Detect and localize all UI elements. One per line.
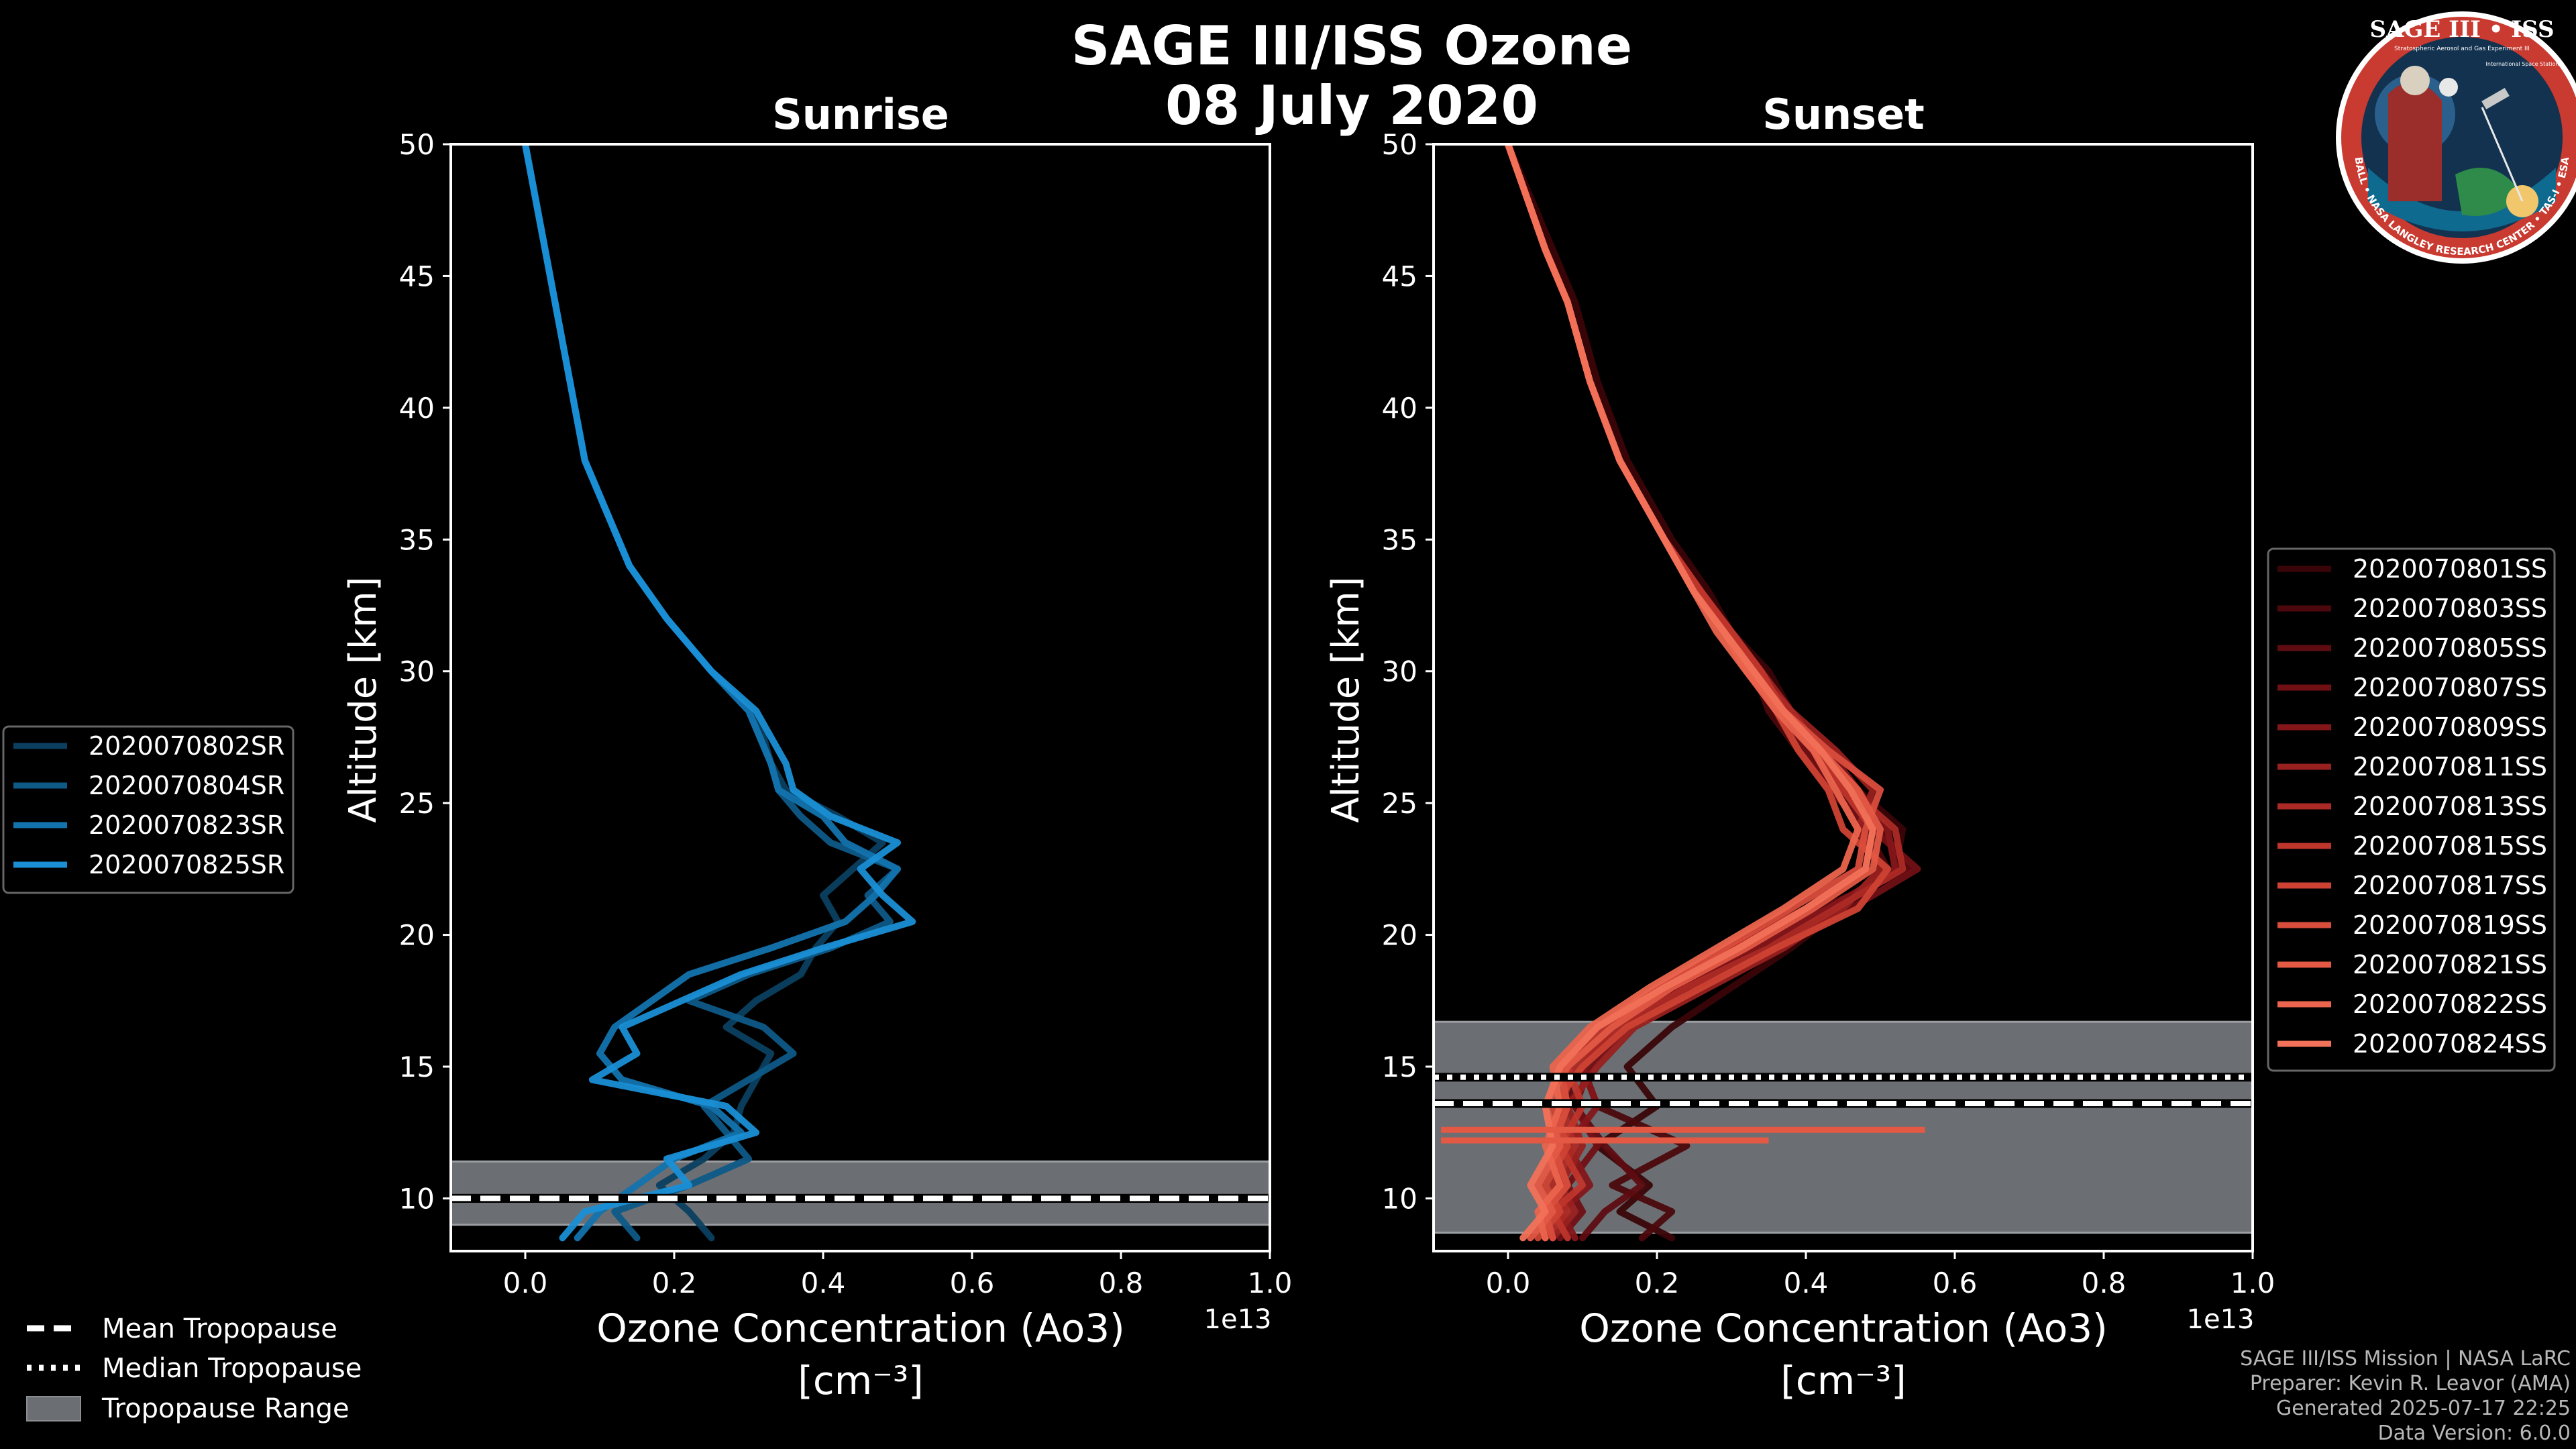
footer-preparer: Preparer: Kevin R. Leavor (AMA): [2250, 1372, 2571, 1395]
sunset-x-axis-label: Ozone Concentration (Ao3): [1579, 1305, 2108, 1351]
sunrise-x-offset-label: 1e13: [1204, 1304, 1272, 1335]
sunset-x-tick-label: 0.4: [1784, 1267, 1829, 1299]
footer-data-version: Data Version: 6.0.0: [2378, 1421, 2571, 1445]
sunrise-y-tick-label: 35: [399, 523, 435, 556]
sunrise-y-tick-label: 10: [399, 1182, 435, 1215]
sunrise-x-tick-label: 0.6: [950, 1267, 995, 1299]
badge-title: SAGE III • ISS: [2369, 16, 2554, 43]
sunrise-x-tick-label: 0.2: [652, 1267, 697, 1299]
sunset-y-tick-label: 35: [1382, 523, 1417, 556]
sunset-y-tick-label: 25: [1382, 787, 1417, 820]
sunset-y-tick-label: 40: [1382, 392, 1417, 425]
sunrise-y-tick-label: 40: [399, 392, 435, 425]
footer-credits: SAGE III/ISS Mission | NASA LaRC Prepare…: [2240, 1347, 2571, 1445]
sunset-legend-label: 2020070803SS: [2353, 594, 2547, 623]
sunset-x-tick-label: 0.2: [1635, 1267, 1680, 1299]
sunrise-plot-area: [451, 144, 1270, 1242]
sunset-legend-label: 2020070822SS: [2353, 989, 2547, 1019]
tropopause-legend: Mean Tropopause Median Tropopause Tropop…: [26, 1313, 362, 1424]
footer-mission: SAGE III/ISS Mission | NASA LaRC: [2240, 1347, 2571, 1371]
sunset-x-tick-label: 0.6: [1933, 1267, 1978, 1299]
sunrise-x-tick-label: 0.0: [503, 1267, 548, 1299]
sunset-y-tick-label: 30: [1382, 655, 1417, 688]
sunset-axes-frame: [1432, 143, 2254, 1252]
median-tropopause-label: Median Tropopause: [102, 1353, 362, 1384]
sunrise-legend: 2020070802SR 2020070804SR 2020070823SR 2020…: [2, 725, 294, 894]
sunrise-axes-frame: [449, 143, 1271, 1252]
tropopause-range-label: Tropopause Range: [101, 1393, 350, 1424]
sunrise-legend-label: 2020070823SR: [89, 810, 284, 840]
sunset-legend-label: 2020070815SS: [2353, 831, 2547, 861]
sunrise-y-tick-label: 20: [399, 919, 435, 952]
sunset-legend-label: 2020070813SS: [2353, 792, 2547, 821]
sunrise-x-tick-label: 0.8: [1099, 1267, 1144, 1299]
sunset-panel: Sunset Altitude [km] Ozone Concentration…: [1324, 90, 2275, 1403]
sunset-y-axis-label: Altitude [km]: [1324, 576, 1368, 822]
sunrise-y-tick-label: 15: [399, 1051, 435, 1083]
sunset-y-tick-label: 15: [1382, 1051, 1417, 1083]
footer-generated: Generated 2025-07-17 22:25: [2276, 1397, 2571, 1420]
sunset-series-line: [1505, 144, 1876, 1242]
sunrise-series-line: [522, 144, 916, 1242]
sunset-legend-label: 2020070817SS: [2353, 871, 2547, 900]
sunset-x-tick-label: 0.8: [2082, 1267, 2127, 1299]
sunrise-y-tick-label: 25: [399, 787, 435, 820]
sunset-legend-label: 2020070805SS: [2353, 633, 2547, 663]
figure-title: SAGE III/ISS Ozone: [1071, 15, 1632, 77]
sunrise-y-tick-label: 45: [399, 260, 435, 292]
sunrise-legend-label: 2020070802SR: [89, 731, 284, 761]
sunrise-x-axis-unit: [cm⁻³]: [798, 1358, 924, 1403]
sunrise-legend-label: 2020070825SR: [89, 850, 284, 879]
sunrise-tropopause-range: [451, 1160, 1270, 1226]
sunset-series-line: [1505, 144, 1907, 1242]
sunrise-y-tick-label: 30: [399, 655, 435, 688]
badge-subtitle: Stratospheric Aerosol and Gas Experiment…: [2394, 46, 2530, 52]
sunset-legend-frame: [2267, 547, 2556, 1072]
mean-tropopause-label: Mean Tropopause: [102, 1313, 337, 1344]
sunrise-legend-frame: [2, 725, 294, 894]
sunset-x-axis-unit: [cm⁻³]: [1780, 1358, 1907, 1403]
sunset-y-tick-label: 45: [1382, 260, 1417, 292]
sunset-legend-label: 2020070824SS: [2353, 1029, 2547, 1059]
sunset-legend-label: 2020070809SS: [2353, 712, 2547, 742]
sunrise-series-line: [522, 144, 886, 1242]
sunrise-y-axis-label: Altitude [km]: [341, 576, 385, 822]
sunset-legend-label: 2020070819SS: [2353, 910, 2547, 940]
sunset-y-tick-label: 10: [1382, 1182, 1417, 1215]
sunset-plot-area: [1434, 144, 2253, 1242]
sunset-legend: 2020070801SS 2020070803SS 2020070805SS 2020…: [2267, 547, 2556, 1072]
sunset-x-offset-label: 1e13: [2187, 1304, 2255, 1335]
sunset-y-tick-label: 50: [1382, 128, 1417, 161]
sunrise-x-tick-label: 0.4: [801, 1267, 846, 1299]
mission-badge: SAGE III • ISS Stratospheric Aerosol and…: [2336, 11, 2576, 264]
sunset-y-tick-label: 20: [1382, 919, 1417, 952]
figure-date: 08 July 2020: [1165, 74, 1538, 137]
badge-side-text: International Space Station: [2486, 61, 2559, 67]
sunrise-y-tick-label: 50: [399, 128, 435, 161]
sunrise-panel-title: Sunrise: [772, 90, 949, 139]
sunset-x-tick-label: 1.0: [2231, 1267, 2275, 1299]
tropopause-range-swatch: [26, 1396, 81, 1421]
sunset-legend-label: 2020070821SS: [2353, 950, 2547, 979]
sunrise-x-axis-label: Ozone Concentration (Ao3): [596, 1305, 1125, 1351]
sunset-legend-label: 2020070801SS: [2353, 554, 2547, 584]
sunrise-legend-label: 2020070804SR: [89, 771, 284, 800]
sunset-legend-label: 2020070807SS: [2353, 673, 2547, 702]
sunrise-x-tick-label: 1.0: [1248, 1267, 1293, 1299]
sunset-x-tick-label: 0.0: [1486, 1267, 1531, 1299]
sunrise-series-line: [522, 144, 901, 1242]
sunset-legend-label: 2020070811SS: [2353, 752, 2547, 782]
sunrise-panel: Sunrise Altitude [km] Ozone Concentratio…: [341, 90, 1292, 1403]
sunset-panel-title: Sunset: [1762, 90, 1925, 139]
sunrise-series-line: [522, 144, 901, 1242]
